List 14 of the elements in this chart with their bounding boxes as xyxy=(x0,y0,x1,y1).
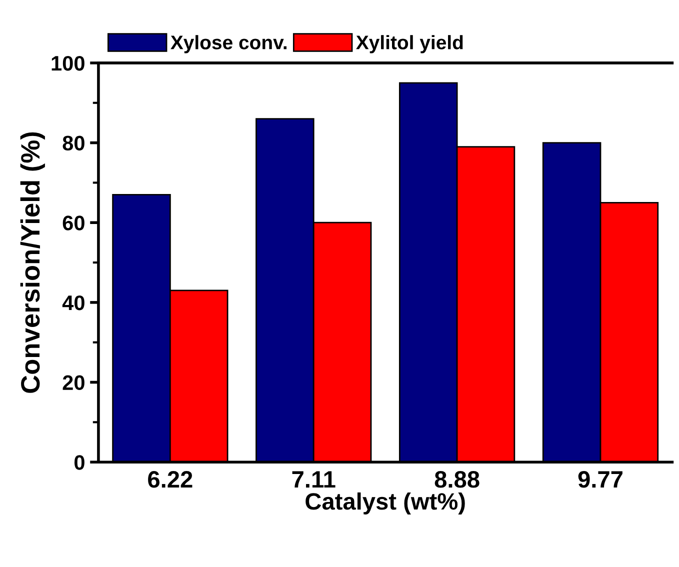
x-tick-label: 6.22 xyxy=(148,471,192,488)
x-tick-label: 7.11 xyxy=(292,471,336,488)
legend-label: Xylitol yield xyxy=(356,35,463,54)
y-tick-label: 0 xyxy=(74,455,84,470)
legend-label: Xylose conv. xyxy=(170,35,287,54)
y-axis-title: Conversion/Yield (%) xyxy=(20,132,45,393)
y-tick-label: 20 xyxy=(62,375,84,390)
y-tick-label: 80 xyxy=(62,136,84,151)
x-axis-title: Catalyst (wt%) xyxy=(306,492,465,514)
x-tick-label: 9.77 xyxy=(578,471,622,488)
y-tick-label: 100 xyxy=(52,56,84,71)
y-tick-label: 40 xyxy=(62,295,84,310)
x-tick-label: 8.88 xyxy=(434,471,480,488)
y-tick-label: 60 xyxy=(62,216,84,230)
